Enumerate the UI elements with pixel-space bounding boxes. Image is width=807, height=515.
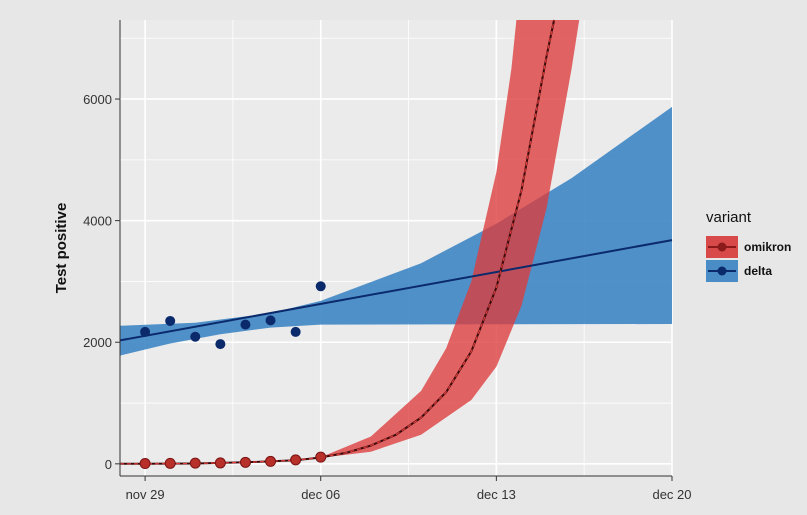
- legend-title: variant: [706, 209, 752, 226]
- delta-point: [240, 319, 251, 330]
- delta-point: [315, 281, 326, 292]
- y-tick-label: 6000: [83, 92, 112, 107]
- omikron-point: [265, 455, 277, 467]
- delta-point: [265, 315, 276, 326]
- delta-fit-line: [119, 239, 673, 342]
- omikron-point: [290, 454, 302, 466]
- x-tick-label: dec 06: [301, 487, 340, 502]
- y-axis-title: Test positive: [53, 203, 70, 294]
- delta-point: [190, 331, 201, 342]
- legend-key-point: [717, 266, 727, 276]
- legend-label: delta: [744, 264, 772, 278]
- delta-point: [165, 315, 176, 326]
- omikron-point: [315, 451, 327, 463]
- omikron-point: [189, 457, 201, 469]
- omikron-point: [239, 456, 251, 468]
- legend-item-omikron: omikron: [706, 236, 791, 258]
- delta-point: [215, 339, 226, 350]
- delta-point: [290, 326, 301, 337]
- omikron-confidence-band: [320, 20, 580, 458]
- data-points: [139, 281, 327, 470]
- delta-point: [140, 326, 151, 337]
- x-tick-label: dec 13: [477, 487, 516, 502]
- x-tick-label: nov 29: [126, 487, 165, 502]
- confidence-bands: [120, 20, 672, 458]
- legend-item-delta: delta: [706, 260, 772, 282]
- legend-key-point: [717, 242, 727, 252]
- x-tick-label: dec 20: [652, 487, 691, 502]
- legend-label: omikron: [744, 240, 791, 254]
- omikron-point: [214, 457, 226, 469]
- y-tick-label: 4000: [83, 214, 112, 229]
- omikron-point: [139, 458, 151, 470]
- delta-confidence-band: [120, 106, 672, 356]
- y-tick-label: 2000: [83, 335, 112, 350]
- legend: variant omikron delta: [706, 209, 791, 282]
- omikron-point: [164, 457, 176, 469]
- y-tick-label: 0: [105, 457, 112, 472]
- axes: 0 2000 4000 6000 nov 29 dec 06 dec 13 dec 20: [83, 20, 692, 502]
